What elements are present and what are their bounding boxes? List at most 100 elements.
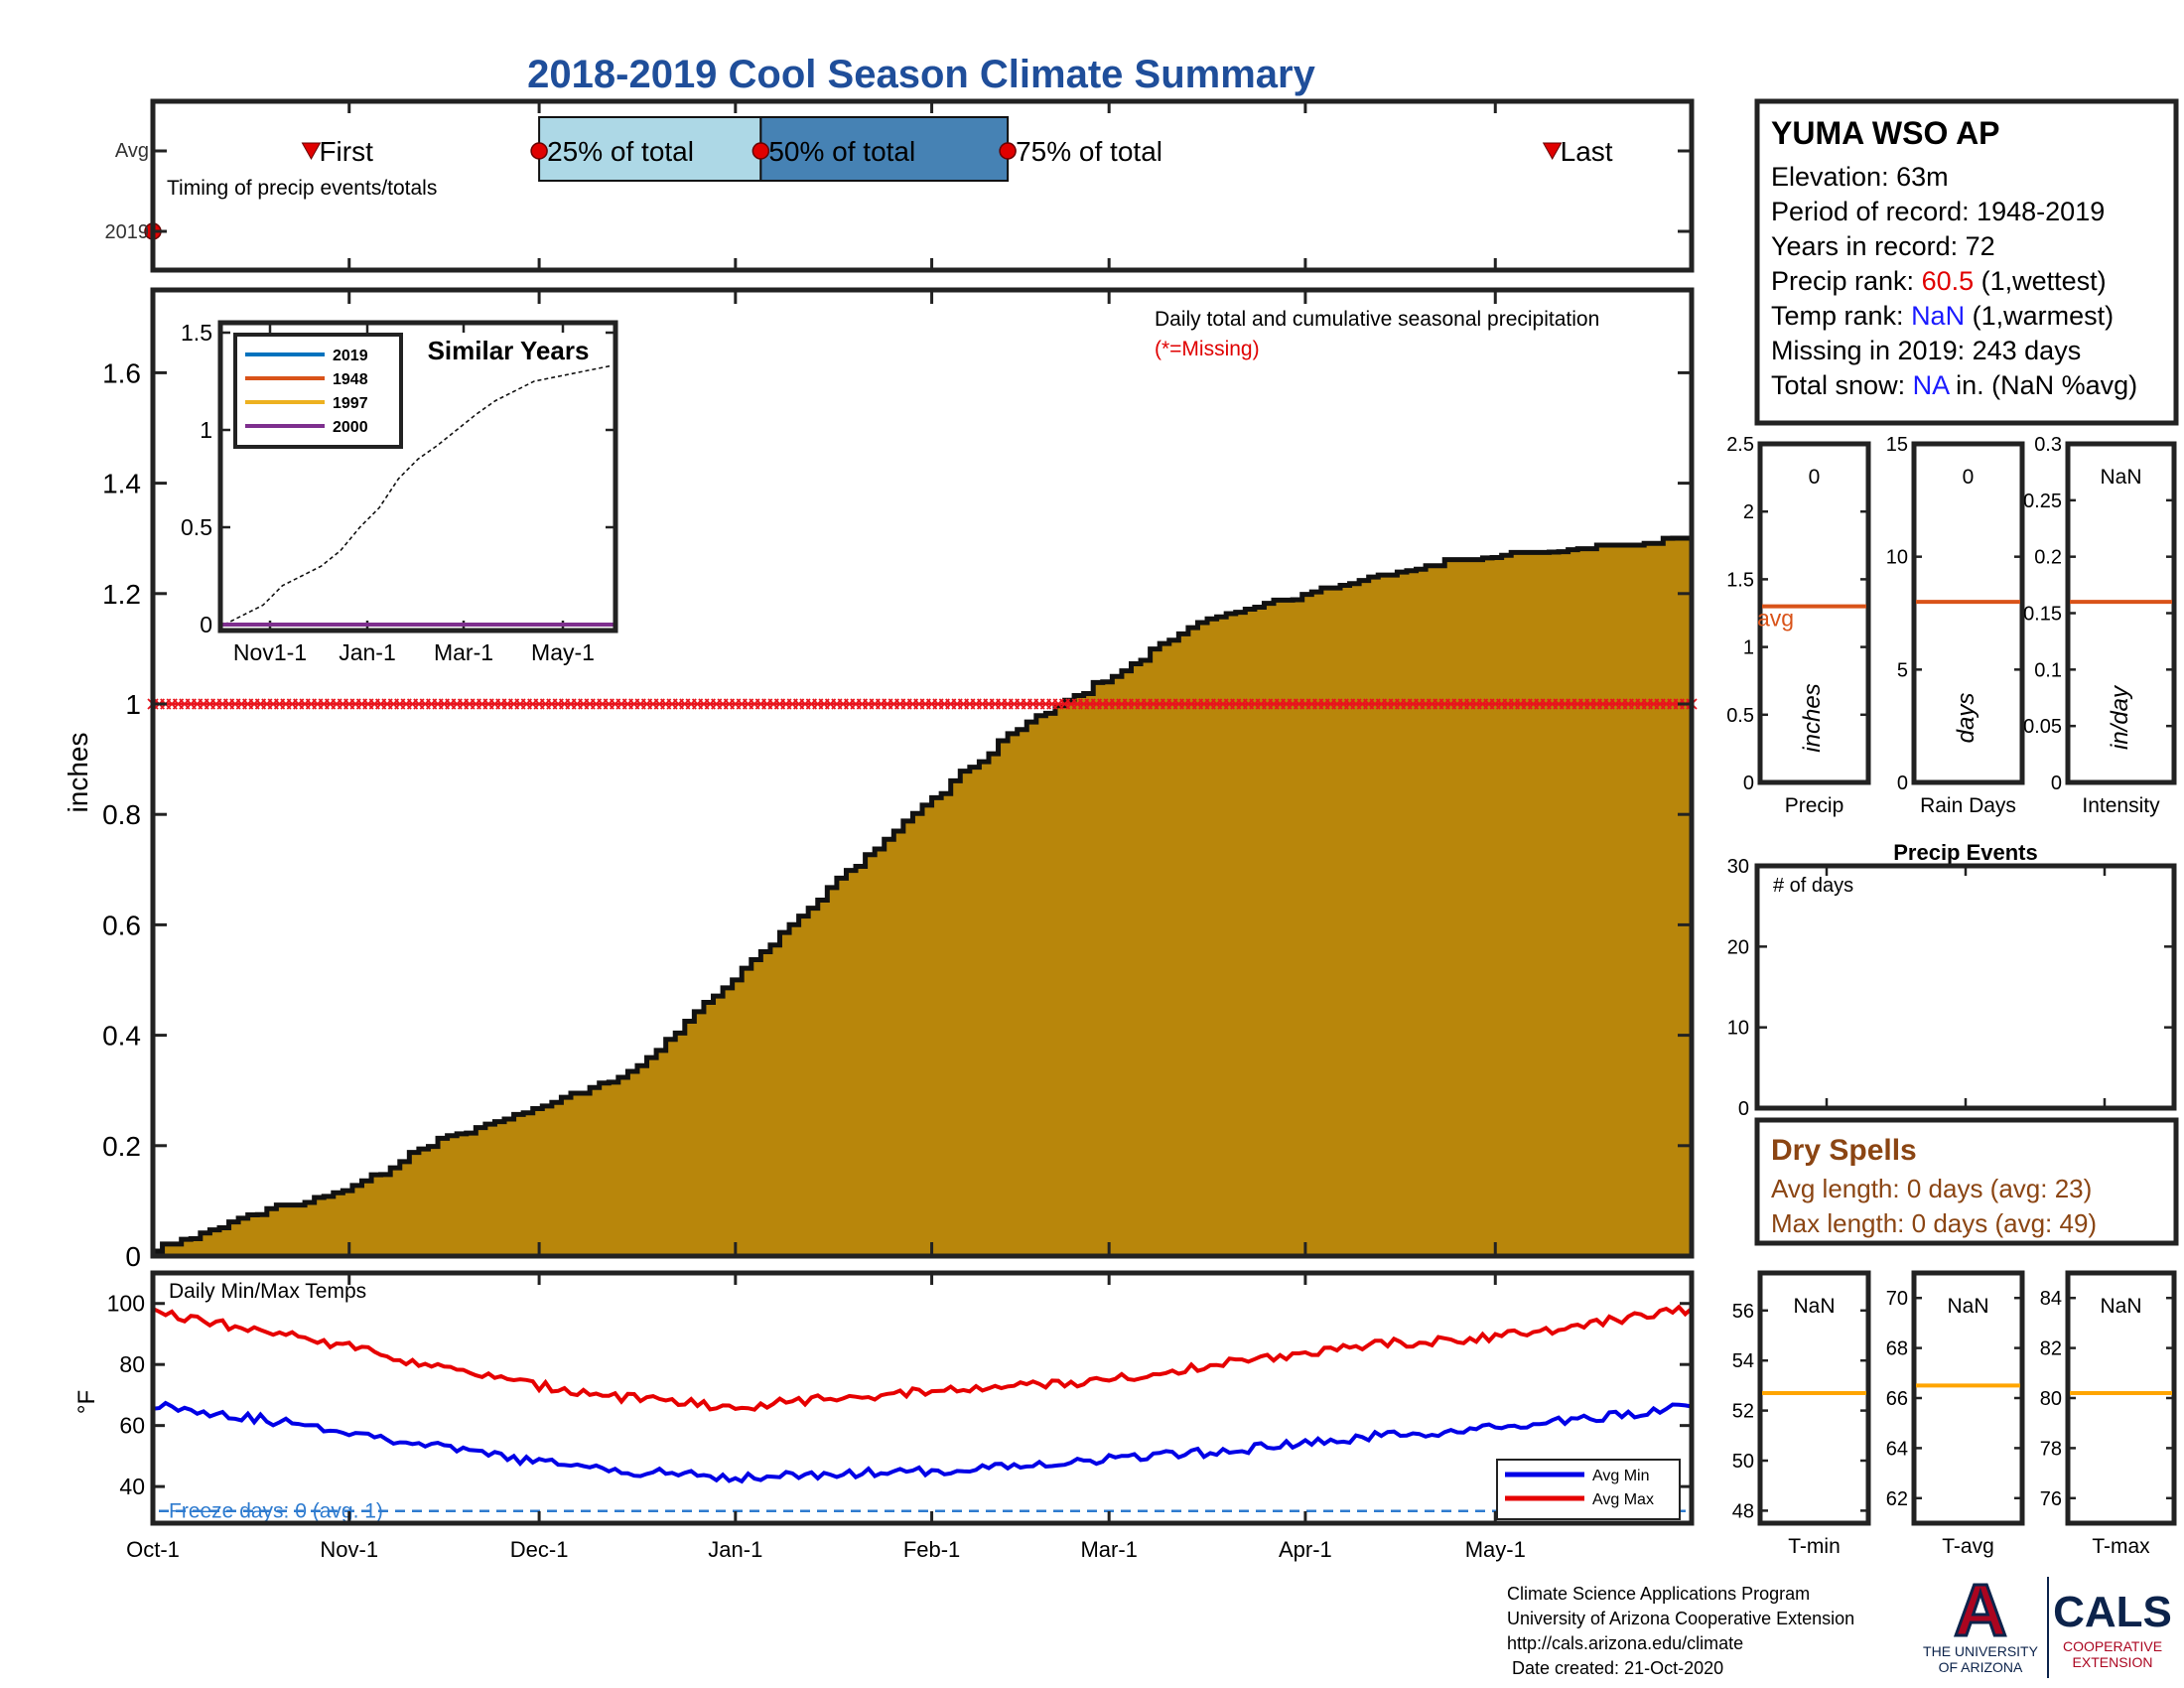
daily-temps-chart: Freeze days: 0 (avg. 1) 40 60 80 100 Oct-1 Nov…: [73, 1270, 1695, 1562]
similar-years-legend-entries: 2019 1948 1997 2000: [245, 348, 368, 436]
timing-markers: First 25% of total 50% of total 75% of tota…: [144, 136, 1613, 240]
precip-y-tick-label: 0: [125, 1241, 141, 1272]
similar-years-legend: [233, 333, 403, 449]
inset-x-tick-label: Jan-1: [339, 639, 396, 665]
similar-year-legend-label: 1997: [333, 395, 368, 412]
inset-average-line: [223, 364, 613, 626]
timing-box-25-50: [538, 116, 762, 182]
cals-logo: CALS COOPERATIVE EXTENSION: [2053, 1588, 2172, 1670]
inset-x-tick-label: Nov1-1: [233, 639, 307, 665]
temp-legend: [1496, 1459, 1681, 1520]
temp-chart-title: Daily Min/Max Temps: [169, 1280, 366, 1303]
footer-program: Climate Science Applications Program: [1507, 1584, 1810, 1604]
station-period: Period of record: 1948-2019: [1771, 197, 2105, 226]
precip-y-tick-label: 0.4: [102, 1021, 141, 1052]
precip-rank-value: 60.5: [1922, 266, 1975, 296]
temp-stat-tick-label: 66: [1886, 1388, 1908, 1410]
precip-events-frame: [1754, 863, 2177, 1111]
date-axis-label: May-1: [1465, 1537, 1526, 1562]
season-stat-title: Precip: [1785, 794, 1844, 817]
season-stat-value: 0: [1809, 466, 1821, 489]
season-stat-tick-label: 0: [1743, 773, 1754, 794]
cumulative-precip-area: [153, 537, 1692, 1256]
temp-stat-tick-label: 82: [2040, 1338, 2062, 1360]
precip-y-tick-label: 1: [125, 689, 141, 720]
timing-marker-label: 50% of total: [768, 136, 915, 167]
temp-y-tick-label: 60: [119, 1413, 145, 1439]
similar-years-inset: 0 0.5 1 1.5 Nov1-1 Jan-1 Mar-1 May-1 Similar Ye…: [181, 320, 618, 665]
temp-stat-tick-label: 54: [1732, 1350, 1754, 1372]
temp-series-line: [152, 1304, 1694, 1412]
season-stat-frame: [1757, 441, 1871, 785]
station-info-box: YUMA WSO AP Elevation: 63m Period of rec…: [1754, 98, 2179, 426]
season-stat-tick-label: 0.5: [1726, 705, 1754, 727]
timing-triangle-marker: [1542, 142, 1563, 161]
date-axis-label: Oct-1: [126, 1537, 180, 1562]
temp-y-tick-label: 80: [119, 1351, 145, 1377]
timing-row-2019: 2019: [105, 221, 150, 243]
season-stat-tick-label: 2.5: [1726, 434, 1754, 456]
dry-spells-frame: [1754, 1117, 2179, 1246]
temp-y-label: °F: [73, 1390, 100, 1414]
dry-spells-max-length: Max length: 0 days (avg: 49): [1771, 1208, 2097, 1238]
season-stat-value: 0: [1963, 466, 1975, 489]
footer: Climate Science Applications Program Uni…: [1507, 1584, 1854, 1678]
temp-stat-tick-label: 78: [2040, 1438, 2062, 1460]
timing-dot-marker: [999, 142, 1017, 160]
freeze-days-label: Freeze days: 0 (avg. 1): [169, 1500, 383, 1523]
season-stat-tick-label: 1.5: [1726, 569, 1754, 591]
timing-marker-label: 75% of total: [1016, 136, 1162, 167]
inset-frame: [217, 320, 618, 633]
dry-spells-avg-length: Avg length: 0 days (avg: 23): [1771, 1174, 2092, 1203]
season-stat-tick-label: 1: [1743, 637, 1754, 659]
temp-stat-tick-label: 80: [2040, 1388, 2062, 1410]
temp-stat-frame: [2065, 1270, 2177, 1526]
timing-caption: Timing of precip events/totals: [167, 177, 437, 200]
similar-year-legend-label: 2019: [333, 348, 368, 364]
season-stat-tick-label: 0.25: [2023, 491, 2062, 512]
precip-rank: Precip rank: 60.5 (1,wettest): [1771, 266, 2107, 296]
station-name: YUMA WSO AP: [1771, 115, 2000, 151]
station-elevation: Elevation: 63m: [1771, 162, 1949, 192]
temp-legend-entries: Avg Min Avg Max: [1505, 1468, 1654, 1508]
similar-year-legend-label: 2000: [333, 419, 368, 436]
season-stat-unit: in/day: [2107, 684, 2133, 750]
season-stat-tick-label: 0.1: [2034, 659, 2062, 681]
season-stat-title: Rain Days: [1920, 794, 2016, 817]
footer-university: University of Arizona Cooperative Extens…: [1507, 1609, 1854, 1628]
season-stat-tick-label: 0: [1897, 773, 1908, 794]
cumulative-precip-outline: [150, 535, 1695, 1256]
inset-y-tick-label: 1: [200, 417, 212, 443]
main-frame: [150, 287, 1695, 1259]
temp-stat-tick-label: 62: [1886, 1488, 1908, 1510]
dry-spells-box: Dry Spells Avg length: 0 days (avg: 23) …: [1754, 1117, 2179, 1246]
season-stats-panels: 0 0.5 1 1.5 2 2.5 0 Precip inches avg 0 5 10 15 0 Rain …: [1726, 434, 2177, 817]
temp-stat-tick-label: 48: [1732, 1500, 1754, 1522]
inset-x-tick-label: May-1: [531, 639, 595, 665]
precip-y-tick-label: 0.6: [102, 910, 141, 940]
precip-events-tick-label: 10: [1727, 1018, 1749, 1040]
temp-rank-value: NaN: [1911, 301, 1965, 331]
temp-stat-value: NaN: [1947, 1295, 1988, 1318]
temp-frame: [150, 1270, 1695, 1526]
timing-marker-label: Last: [1561, 136, 1613, 167]
precip-events-panel: Precip Events 0102030LightModerateHeavy …: [1727, 840, 2177, 1143]
temp-stat-frame: [1911, 1270, 2025, 1526]
temp-rank-label: Temp rank:: [1771, 301, 1911, 331]
season-stat-value: NaN: [2100, 466, 2141, 489]
cals-logo-line-1: COOPERATIVE: [2063, 1638, 2162, 1654]
footer-date: Date created: 21-Oct-2020: [1507, 1658, 1723, 1678]
temp-stat-value: NaN: [2100, 1295, 2141, 1318]
precip-y-tick-label: 1.4: [102, 469, 141, 499]
temp-rank: Temp rank: NaN (1,warmest): [1771, 301, 2114, 331]
precip-events-tick-label: 30: [1727, 856, 1749, 878]
cals-wordmark: CALS: [2053, 1588, 2172, 1636]
temp-y-tick-label: 100: [107, 1291, 145, 1317]
total-snow: Total snow: NA in. (NaN %avg): [1771, 370, 2137, 400]
temp-series-line: [152, 1400, 1693, 1484]
total-snow-note: in. (NaN %avg): [1949, 370, 2138, 400]
precip-y-tick-label: 1.6: [102, 357, 141, 388]
temp-stat-tick-label: 64: [1886, 1438, 1908, 1460]
season-stat-title: Intensity: [2082, 794, 2160, 817]
precip-chart-annotation: Daily total and cumulative seasonal prec…: [1155, 308, 1599, 331]
